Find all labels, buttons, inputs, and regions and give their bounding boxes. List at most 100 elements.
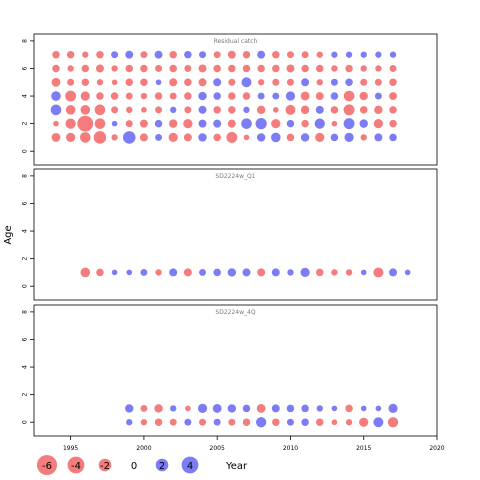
residual-bubble xyxy=(213,51,221,59)
y-tick-label: 0 xyxy=(22,284,29,288)
y-tick-label: 8 xyxy=(22,310,29,314)
residual-bubble xyxy=(65,90,77,102)
residual-bubble xyxy=(374,92,382,100)
residual-bubble xyxy=(51,133,61,142)
residual-bubble xyxy=(96,92,104,100)
panel-frame xyxy=(33,168,438,301)
y-tick-label: 8 xyxy=(22,174,29,178)
residual-bubble xyxy=(331,269,338,276)
residual-bubble xyxy=(51,77,61,87)
residual-bubble xyxy=(272,64,280,73)
x-tick-label: 2020 xyxy=(429,445,444,452)
x-tick-label: 2010 xyxy=(283,445,298,452)
residual-bubble xyxy=(331,120,338,127)
residual-bubble xyxy=(111,79,118,86)
residual-bubble xyxy=(110,92,119,100)
panel-1: Residual catch 0 2 4 6 8 xyxy=(22,33,438,166)
residual-bubble xyxy=(271,132,281,143)
y-tick-label: 2 xyxy=(22,257,29,261)
y-tick-label: 4 xyxy=(22,229,29,233)
residual-bubble xyxy=(183,133,192,142)
panel-frame xyxy=(33,304,438,437)
residual-bubble xyxy=(227,50,236,59)
residual-bubble xyxy=(213,119,222,128)
residual-bubble xyxy=(345,78,353,87)
residual-bubble xyxy=(81,64,90,73)
residual-bubble xyxy=(198,91,207,101)
residual-bubble xyxy=(286,418,294,426)
residual-bubble xyxy=(66,132,76,143)
residual-bubble xyxy=(154,50,163,59)
residual-bubble xyxy=(183,268,192,277)
residual-bubble xyxy=(169,268,178,277)
residual-bubble xyxy=(199,51,207,59)
residual-bubble xyxy=(271,404,280,413)
residual-bubble xyxy=(228,106,236,114)
residual-bubble xyxy=(125,92,133,100)
residual-bubble xyxy=(330,133,339,142)
residual-bubble xyxy=(198,78,207,87)
y-axis-label: Age xyxy=(3,225,14,244)
residual-bubble xyxy=(286,64,295,73)
residual-bubble xyxy=(285,104,296,115)
residual-bubble xyxy=(286,133,295,142)
residual-bubble xyxy=(80,267,91,278)
residual-bubble xyxy=(315,105,324,114)
residual-bubble xyxy=(213,418,221,426)
residual-bubble xyxy=(169,418,177,426)
residual-bubble xyxy=(198,64,207,73)
residual-bubble xyxy=(360,134,367,141)
residual-bubble xyxy=(375,65,382,72)
residual-bubble xyxy=(140,419,148,426)
residual-bubble xyxy=(285,91,296,101)
residual-bubble xyxy=(96,79,104,86)
residual-bubble xyxy=(271,268,280,277)
residual-bubble xyxy=(227,268,237,277)
residual-bubble xyxy=(257,79,265,86)
residual-bubble xyxy=(345,269,353,276)
residual-bubble xyxy=(375,51,382,58)
residual-bubble xyxy=(301,64,309,73)
residual-bubble xyxy=(184,50,192,59)
residual-bubble xyxy=(301,51,309,59)
residual-bubble xyxy=(155,79,162,86)
residual-bubble xyxy=(199,268,207,276)
residual-bubble xyxy=(122,131,136,144)
residual-bubble xyxy=(53,120,59,127)
residual-bubble xyxy=(155,269,162,276)
y-tick-label: 4 xyxy=(22,94,29,98)
residual-bubble xyxy=(111,106,119,114)
residual-bubble xyxy=(170,106,177,114)
residual-bubble xyxy=(140,268,148,276)
residual-bubble xyxy=(316,405,323,412)
y-tick-label: 2 xyxy=(22,393,29,397)
residual-bubble xyxy=(256,133,266,142)
residual-bubble xyxy=(257,50,266,59)
residual-bubble xyxy=(374,133,383,142)
residual-bubble xyxy=(111,134,118,141)
residual-bubble xyxy=(301,119,309,128)
residual-bubble xyxy=(65,105,76,115)
residual-bubble xyxy=(96,50,104,59)
legend-label: -2 xyxy=(100,461,110,472)
residual-bubble xyxy=(271,119,281,129)
residual-bubble xyxy=(330,78,338,86)
residual-bubble xyxy=(227,404,237,413)
residual-bubble xyxy=(316,51,323,58)
residual-bubble xyxy=(359,91,368,101)
residual-bubble xyxy=(316,418,324,426)
residual-bubble xyxy=(198,119,207,128)
residual-bubble xyxy=(184,92,192,100)
residual-bubble xyxy=(197,403,208,414)
residual-bubble xyxy=(154,404,163,413)
residual-bubble xyxy=(388,403,398,414)
residual-bubble xyxy=(345,419,353,426)
residual-bubble xyxy=(345,64,353,73)
residual-bubble xyxy=(404,269,411,276)
residual-bubble xyxy=(185,405,191,412)
residual-bubble xyxy=(373,267,384,278)
residual-bubble xyxy=(80,91,90,101)
residual-bubble xyxy=(315,92,324,101)
residual-bubble xyxy=(286,119,295,128)
residual-bubble xyxy=(300,105,310,115)
